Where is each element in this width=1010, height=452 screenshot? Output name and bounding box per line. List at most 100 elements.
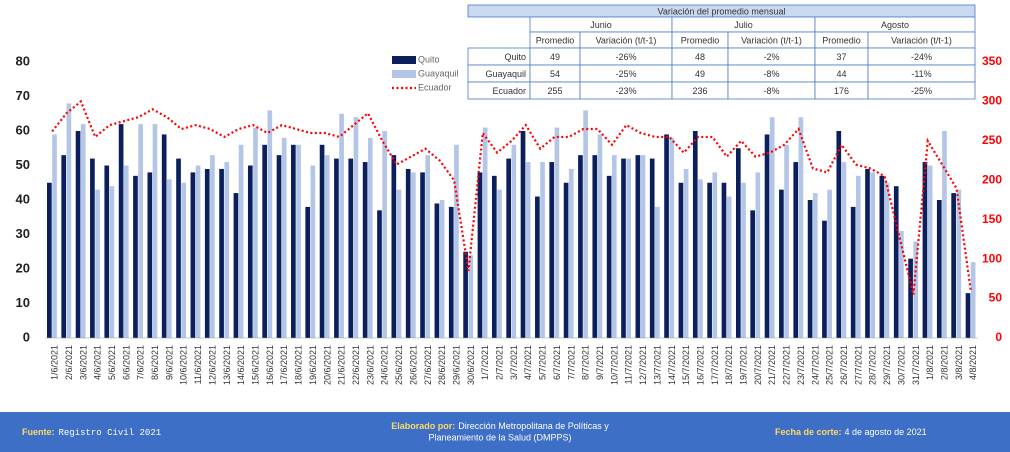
bar	[520, 131, 526, 338]
y2-tick-label: 50	[989, 291, 1003, 305]
x-tick-label: 5/7/2021	[538, 345, 548, 380]
bar	[893, 186, 899, 338]
bar	[138, 124, 143, 338]
x-tick-label: 14/6/2021	[236, 345, 246, 385]
bar	[224, 162, 230, 338]
x-tick-label: 10/6/2021	[179, 345, 189, 385]
x-tick-label: 4/8/2021	[968, 345, 978, 380]
bar	[233, 193, 239, 338]
bar	[669, 137, 675, 338]
bar	[267, 110, 273, 338]
bar	[405, 168, 411, 338]
bar	[253, 127, 258, 338]
bar	[468, 255, 474, 338]
x-tick-label: 19/7/2021	[739, 345, 749, 385]
bar	[908, 258, 913, 338]
bar	[640, 155, 646, 338]
bar	[334, 158, 339, 338]
bar	[635, 155, 641, 338]
bar	[784, 144, 789, 338]
legend-swatch	[392, 70, 416, 78]
x-tick-label: 27/7/2021	[853, 345, 863, 385]
x-tick-label: 12/7/2021	[638, 345, 648, 385]
bar	[391, 155, 397, 338]
x-tick-label: 1/7/2021	[480, 345, 490, 380]
bar	[425, 155, 431, 338]
footer-source-text: Registro Civil 2021	[59, 428, 162, 438]
bar	[219, 168, 224, 338]
x-tick-label: 10/7/2021	[609, 345, 619, 385]
y2-tick-label: 0	[995, 330, 1002, 344]
bar	[497, 189, 502, 338]
x-tick-label: 22/6/2021	[351, 345, 361, 385]
x-tick-label: 9/6/2021	[164, 345, 174, 380]
bar	[367, 137, 373, 338]
bar	[741, 182, 746, 338]
bar	[956, 189, 962, 338]
bar	[664, 134, 669, 338]
legend-label: Guayaquil	[418, 68, 459, 78]
y2-tick-label: 250	[982, 133, 1002, 147]
bar	[296, 144, 301, 338]
y-tick-label: 30	[16, 226, 30, 241]
bar	[913, 241, 919, 338]
line	[51, 99, 972, 295]
table-title: Variación del promedio mensual	[658, 6, 786, 16]
x-tick-label: 19/6/2021	[308, 345, 318, 385]
footer-source-label: Fuente:	[22, 427, 55, 437]
y-tick-label: 80	[16, 53, 30, 68]
y-tick-label: 70	[16, 88, 30, 103]
bar	[807, 200, 813, 338]
table-cell-text: 44	[836, 69, 846, 79]
table-month: Julio	[734, 20, 753, 30]
x-tick-label: 28/7/2021	[868, 345, 878, 385]
bar	[563, 182, 569, 338]
bar	[822, 220, 827, 338]
y-tick-label: 60	[16, 122, 30, 137]
bar	[90, 158, 95, 338]
bar	[707, 182, 712, 338]
bar	[281, 137, 287, 338]
bar	[698, 179, 703, 338]
bar	[319, 144, 325, 338]
bar	[798, 117, 804, 338]
bar	[755, 172, 761, 338]
x-tick-label: 25/7/2021	[825, 345, 835, 385]
x-tick-label: 26/7/2021	[839, 345, 849, 385]
x-tick-label: 2/8/2021	[939, 345, 949, 380]
bar	[511, 144, 517, 338]
bar	[238, 144, 244, 338]
table-month: Agosto	[881, 20, 909, 30]
table-cell-text: -2%	[763, 52, 779, 62]
table-month: Junio	[590, 20, 612, 30]
x-tick-label: 3/8/2021	[954, 345, 964, 380]
footer-date-label: Fecha de corte:	[775, 427, 842, 437]
bar	[922, 162, 928, 338]
y2-tick-label: 150	[982, 212, 1002, 226]
legend-label: Quito	[418, 54, 440, 64]
footer-date: Fecha de corte: 4 de agosto de 2021	[775, 427, 927, 437]
bar	[396, 189, 402, 338]
bar	[161, 134, 167, 338]
table-cell-text: 48	[695, 52, 705, 62]
bar	[75, 131, 81, 338]
legend-label: Ecuador	[418, 82, 452, 92]
table-subheader: Promedio	[681, 35, 720, 45]
y2-tick-label: 300	[982, 94, 1002, 108]
x-tick-label: 21/7/2021	[767, 345, 777, 385]
x-tick-label: 5/6/2021	[107, 345, 117, 380]
table-cell-text: Ecuador	[492, 86, 526, 96]
x-tick-label: 18/6/2021	[294, 345, 304, 385]
footer-author-label: Elaborado por:	[391, 421, 455, 431]
bar	[47, 182, 52, 338]
x-tick-label: 7/7/2021	[566, 345, 576, 380]
x-tick-label: 13/6/2021	[222, 345, 232, 385]
y-tick-label: 50	[16, 157, 30, 172]
bar	[750, 210, 756, 338]
x-tick-label: 8/7/2021	[581, 345, 591, 380]
x-tick-label: 22/7/2021	[782, 345, 792, 385]
bar	[118, 124, 124, 338]
table-cell-text: -23%	[615, 86, 636, 96]
bar	[291, 144, 296, 338]
bar	[525, 162, 531, 338]
